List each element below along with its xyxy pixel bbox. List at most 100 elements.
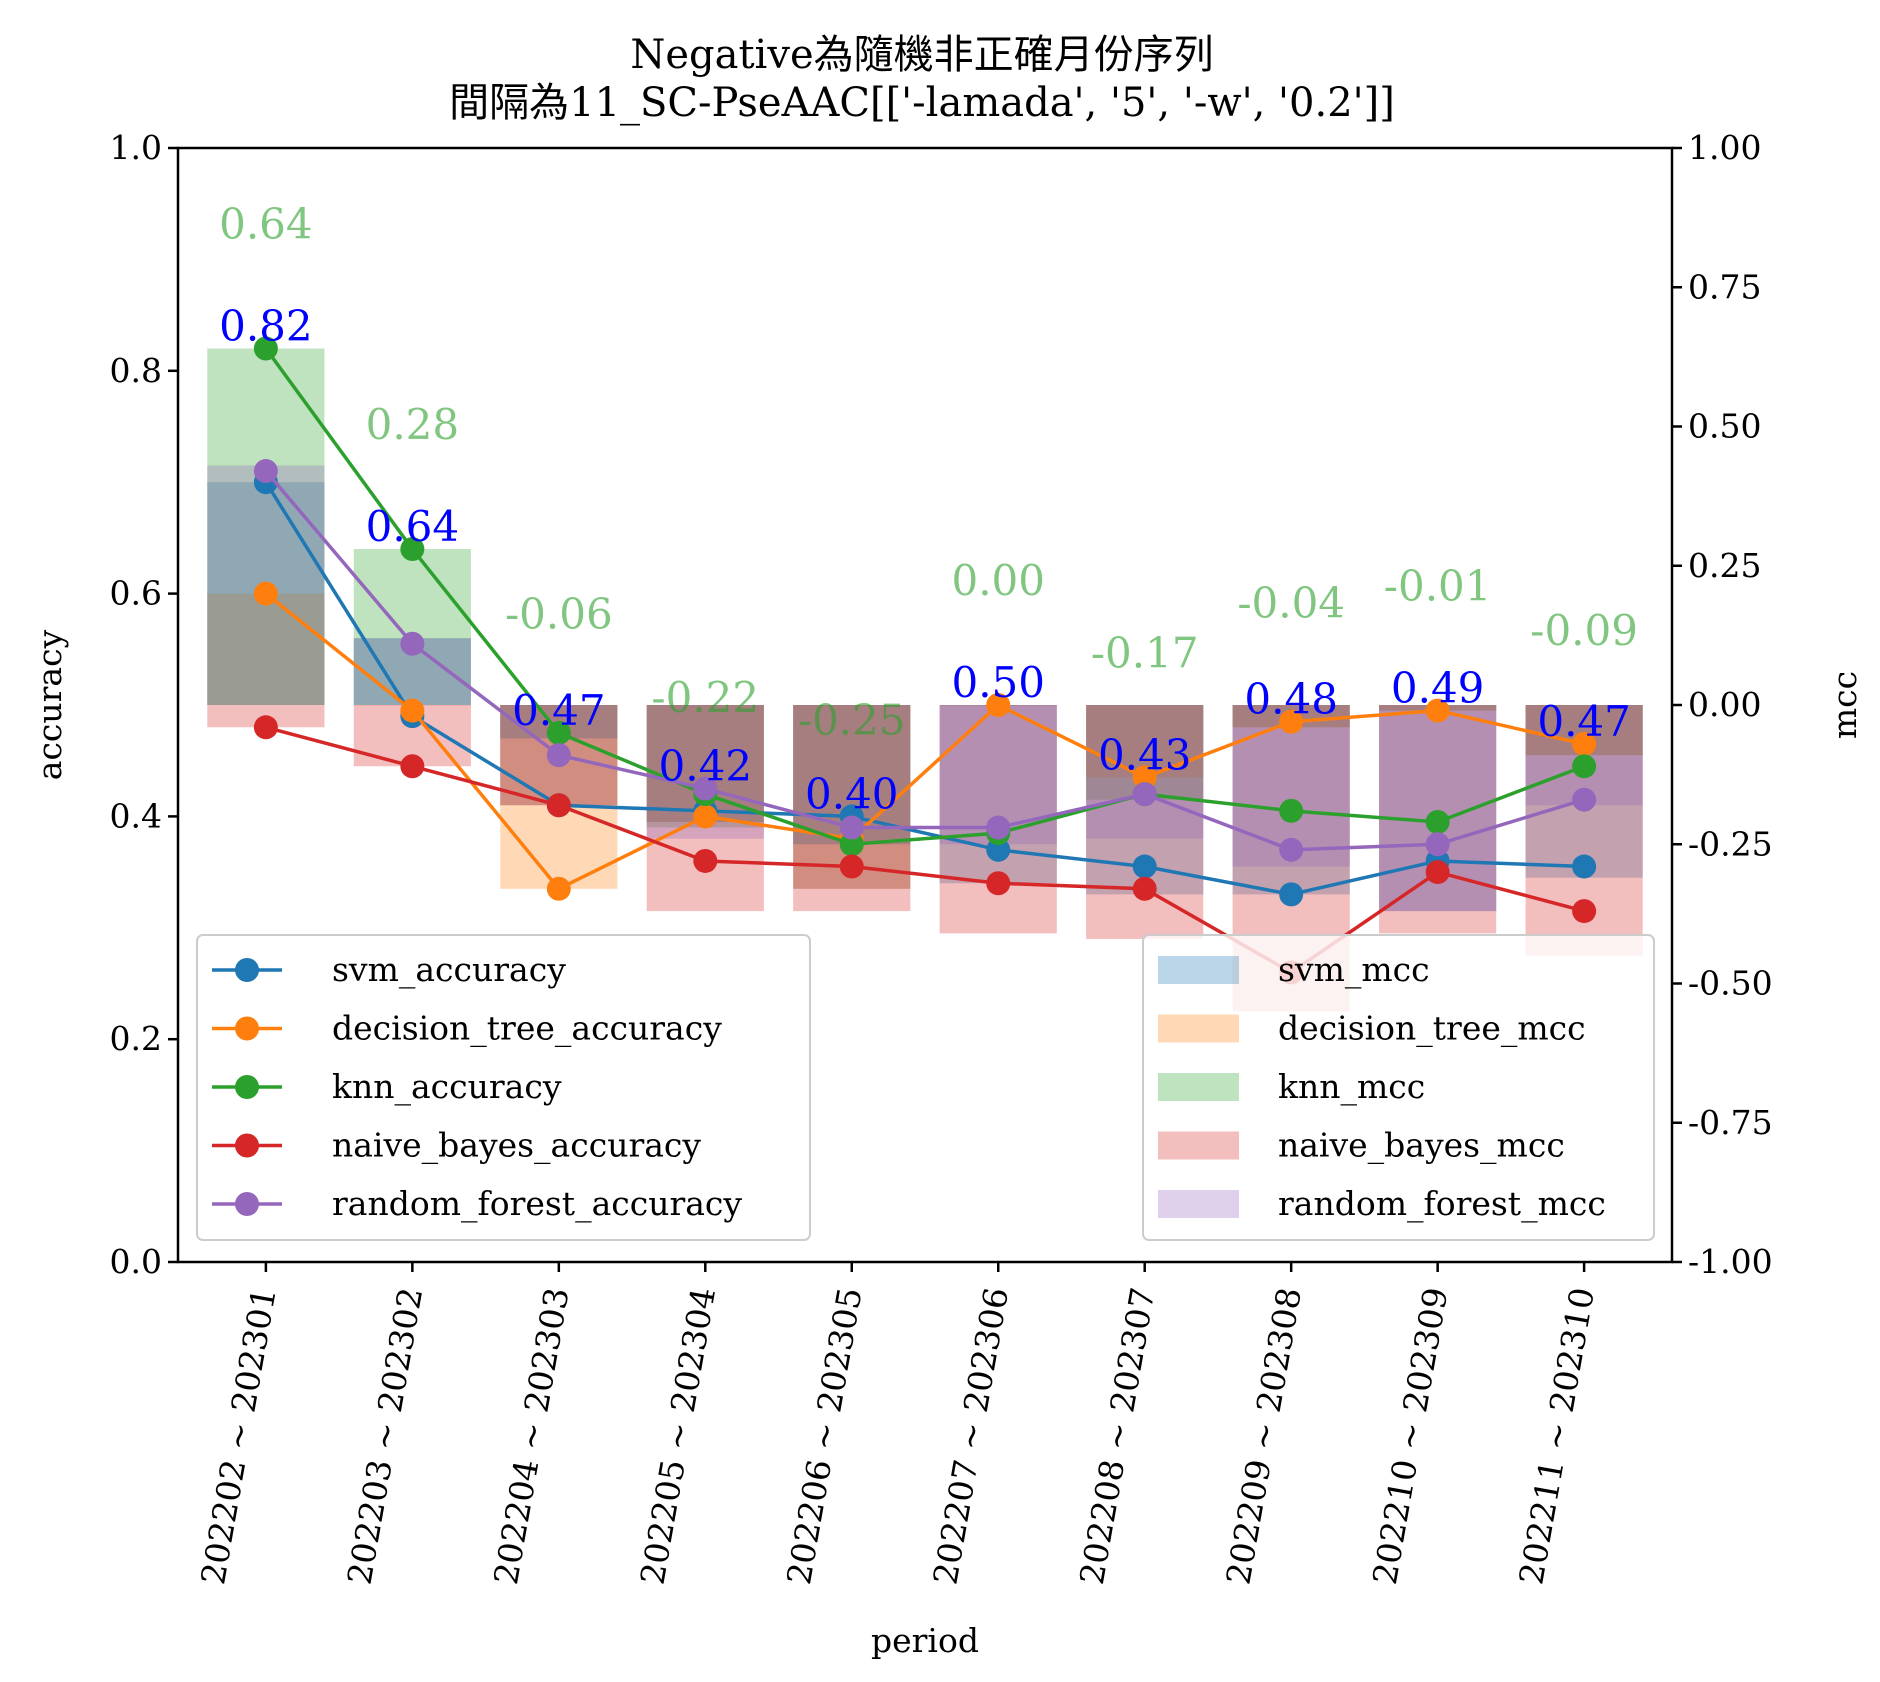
decision_tree_accuracy-point: [253, 581, 278, 606]
decision_tree_accuracy-point: [1132, 765, 1157, 790]
y2-tick-label: -0.25: [1688, 824, 1773, 863]
x-tick-label: 202203 ~ 202302: [340, 1285, 431, 1588]
legend-accuracy-label: knn_accuracy: [332, 1067, 562, 1107]
naive_bayes_accuracy-point: [693, 848, 718, 873]
legend-accuracy-label: svm_accuracy: [332, 950, 566, 990]
decision_tree_mcc-bar: [1086, 705, 1204, 778]
mcc-label: -0.06: [505, 589, 613, 638]
accuracy-label: 0.40: [805, 769, 899, 818]
x-tick-label: 202211 ~ 202310: [1511, 1285, 1602, 1588]
x-axis-ticks: 202202 ~ 202301 202203 ~ 202302 202204 ~ 2…: [193, 1262, 1602, 1587]
y2-tick-label: 0.50: [1688, 407, 1761, 446]
mcc-label: 0.64: [219, 200, 313, 249]
knn_accuracy-point: [546, 720, 571, 745]
decision_tree_mcc-bar: [207, 593, 325, 705]
naive_bayes_accuracy-point: [1572, 899, 1597, 924]
accuracy-lines: [253, 336, 1597, 985]
x-tick-label: 202204 ~ 202303: [486, 1285, 577, 1588]
legend-mcc-swatch: [1158, 1131, 1239, 1160]
accuracy-label: 0.50: [951, 658, 1045, 707]
random_forest_accuracy-point: [1572, 787, 1597, 812]
mcc-label: -0.01: [1384, 562, 1492, 611]
accuracy-label: 0.47: [1537, 697, 1631, 746]
naive_bayes_accuracy-point: [839, 854, 864, 879]
x-tick-label: 202208 ~ 202307: [1072, 1285, 1163, 1588]
decision_tree_accuracy-point: [1279, 709, 1304, 734]
accuracy-label: 0.47: [512, 686, 606, 735]
legend-mcc-label: naive_bayes_mcc: [1278, 1126, 1565, 1166]
legend-mcc-swatch: [1158, 1014, 1239, 1043]
svm_accuracy-point: [1279, 882, 1304, 907]
chart-title-line-1: Negative為隨機非正確月份序列: [630, 32, 1213, 78]
legend-accuracy-label: naive_bayes_accuracy: [332, 1126, 701, 1166]
x-tick-label: 202202 ~ 202301: [193, 1285, 284, 1588]
knn_accuracy-point: [839, 832, 864, 857]
random_forest_accuracy-point: [693, 776, 718, 801]
x-tick-label: 202210 ~ 202309: [1365, 1285, 1456, 1588]
naive_bayes_accuracy-point: [546, 793, 571, 818]
naive_bayes_accuracy-point: [986, 871, 1011, 896]
knn_accuracy-point: [1572, 754, 1597, 779]
legend-accuracy: svm_accuracy decision_tree_accuracy knn_ac…: [196, 934, 811, 1241]
mcc-label: -0.04: [1237, 578, 1345, 627]
random_forest_accuracy-point: [1132, 782, 1157, 807]
decision_tree_accuracy-point: [1425, 698, 1450, 723]
y2-tick-label: -0.75: [1688, 1103, 1773, 1142]
legend-accuracy-label: decision_tree_accuracy: [332, 1009, 722, 1049]
legend-mcc-swatch: [1158, 1190, 1239, 1218]
knn_accuracy-point: [400, 537, 425, 562]
decision_tree_accuracy-point: [546, 876, 571, 901]
y2-tick-label: 0.75: [1688, 267, 1761, 306]
legend-mcc: svm_mcc decision_tree_mcc knn_mcc naive_bay…: [1142, 934, 1655, 1241]
legend-mcc-swatch: [1158, 956, 1239, 984]
chart-title: Negative為隨機非正確月份序列 間隔為11_SC-PseAAC[['-la…: [449, 32, 1395, 126]
mcc-label: -0.17: [1091, 628, 1199, 677]
decision_tree_accuracy-point: [400, 698, 425, 723]
legend-accuracy-marker: [235, 958, 259, 982]
y-tick-label: 0.8: [110, 351, 162, 390]
random_forest_accuracy-point: [839, 815, 864, 840]
legend-mcc-label: svm_mcc: [1278, 950, 1430, 990]
x-tick-label: 202207 ~ 202306: [926, 1285, 1017, 1588]
random_forest_accuracy-point: [546, 743, 571, 768]
accuracy-label: 0.42: [659, 742, 753, 791]
y2-tick-label: 1.00: [1688, 128, 1761, 167]
legend-mcc-label: knn_mcc: [1278, 1067, 1425, 1107]
mcc-label: 0.00: [951, 556, 1045, 605]
legend-mcc-label: random_forest_mcc: [1278, 1184, 1606, 1224]
random_forest_accuracy-point: [400, 631, 425, 656]
y-tick-label: 0.4: [110, 796, 162, 835]
knn_mcc-bar: [207, 348, 325, 705]
mcc-label: -0.22: [651, 673, 759, 722]
naive_bayes_accuracy-line: [265, 725, 1585, 975]
legend-mcc-label: decision_tree_mcc: [1278, 1009, 1586, 1049]
accuracy-label: 0.43: [1098, 730, 1192, 779]
knn_accuracy-line: [264, 347, 1585, 847]
mcc-label: 0.28: [366, 400, 460, 449]
naive_bayes_accuracy-point: [253, 715, 278, 740]
value-labels: 0.82 0.64 0.47 0.42 0.40 0.50 0.43 0.48 0.49 0.47…: [219, 200, 1638, 819]
legend-mcc-frame: [1142, 934, 1655, 1241]
naive_bayes_accuracy-point: [1425, 860, 1450, 885]
decision_tree_accuracy-line: [264, 592, 1585, 891]
x-tick-label: 202205 ~ 202304: [633, 1285, 724, 1588]
chart-title-line-2: 間隔為11_SC-PseAAC[['-lamada', '5', '-w', '…: [449, 80, 1395, 126]
legend-accuracy-label: random_forest_accuracy: [332, 1184, 742, 1224]
y2-axis-label: mcc: [1825, 671, 1864, 739]
random_forest_accuracy-point: [1425, 832, 1450, 857]
decision_tree_accuracy-point: [693, 804, 718, 829]
x-tick-label: 202209 ~ 202308: [1218, 1285, 1309, 1588]
y-tick-label: 0.2: [110, 1019, 162, 1058]
decision_tree_accuracy-point: [1572, 731, 1597, 756]
y2-tick-label: 0.25: [1688, 546, 1761, 585]
legend-accuracy-marker: [235, 1075, 259, 1099]
y2-tick-label: -0.50: [1688, 964, 1773, 1003]
y-tick-label: 1.0: [110, 128, 162, 167]
decision_tree_accuracy-point: [986, 693, 1011, 717]
random_forest_accuracy-point: [1279, 837, 1304, 862]
svm_accuracy-line: [264, 481, 1585, 897]
mcc-label: -0.09: [1530, 606, 1638, 655]
random_forest_accuracy-line: [264, 469, 1585, 852]
legend-mcc-swatch: [1158, 1073, 1239, 1101]
